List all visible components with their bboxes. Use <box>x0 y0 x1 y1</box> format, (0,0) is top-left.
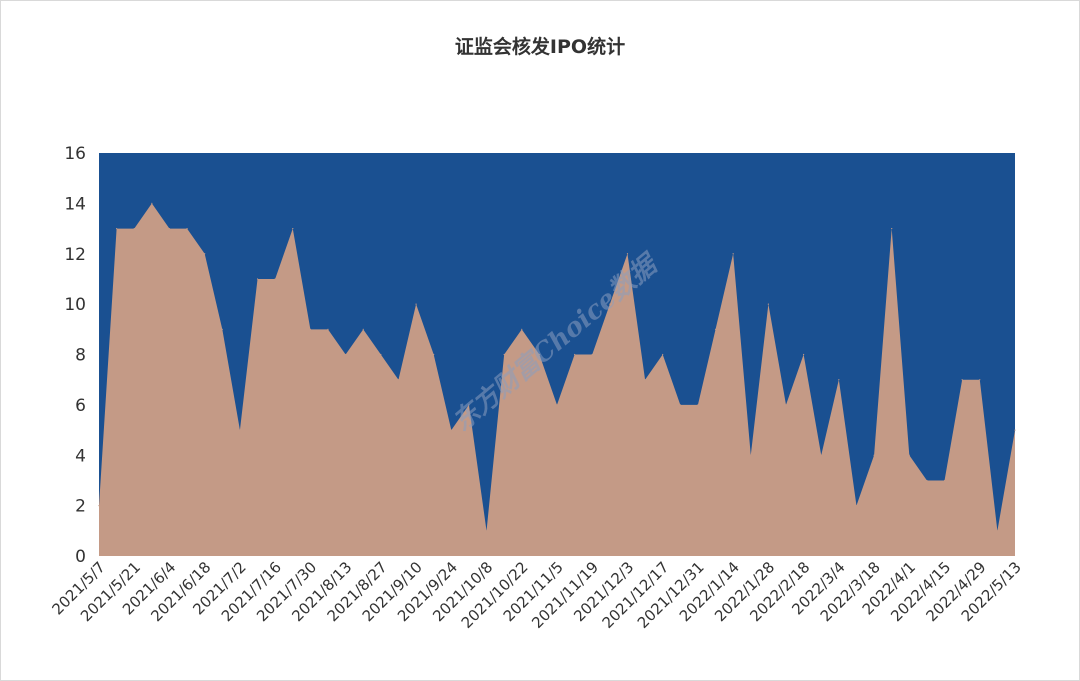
data-point <box>574 353 576 356</box>
y-tick-label: 12 <box>64 245 86 265</box>
data-point <box>485 530 488 532</box>
data-point <box>943 479 946 482</box>
data-point <box>98 505 100 507</box>
data-point <box>274 278 276 280</box>
data-point <box>538 353 540 356</box>
data-point <box>221 328 223 330</box>
data-point <box>256 278 259 280</box>
data-point <box>415 303 417 305</box>
data-point <box>961 379 963 381</box>
data-point <box>133 227 135 230</box>
data-point <box>926 479 928 482</box>
data-point <box>468 404 470 406</box>
data-point <box>891 227 893 230</box>
y-tick-label: 8 <box>75 346 86 366</box>
data-point <box>362 328 364 330</box>
data-point <box>767 303 769 305</box>
data-point <box>855 505 858 507</box>
data-point <box>292 227 294 230</box>
data-point <box>345 353 347 356</box>
data-point <box>626 253 629 255</box>
area-series-0 <box>99 203 1015 556</box>
data-point <box>503 353 505 356</box>
data-point <box>397 379 400 381</box>
data-point <box>732 253 734 255</box>
y-tick-label: 2 <box>75 497 86 517</box>
data-point <box>662 353 664 356</box>
data-point <box>679 404 681 406</box>
data-point <box>151 202 153 204</box>
data-point <box>239 429 241 431</box>
data-point <box>521 328 523 330</box>
data-point <box>750 454 752 456</box>
data-point <box>204 253 206 255</box>
data-point <box>380 353 382 356</box>
y-tick-label: 14 <box>64 194 86 214</box>
data-point <box>309 328 311 330</box>
data-point <box>838 379 840 381</box>
data-point <box>327 328 329 330</box>
data-point <box>591 353 593 356</box>
data-point <box>979 379 981 381</box>
data-point <box>644 379 646 381</box>
data-point <box>714 328 717 330</box>
data-point <box>168 227 171 230</box>
y-tick-label: 4 <box>75 446 86 466</box>
data-point <box>609 303 611 305</box>
data-point <box>697 404 699 406</box>
data-point <box>116 227 118 230</box>
data-point <box>873 454 875 456</box>
data-point <box>1014 429 1016 431</box>
y-tick-label: 10 <box>64 295 86 315</box>
y-tick-label: 0 <box>75 547 86 567</box>
data-point <box>820 454 822 456</box>
data-point <box>908 454 910 456</box>
data-point <box>556 404 558 406</box>
y-tick-label: 6 <box>75 396 86 416</box>
data-point <box>803 353 805 356</box>
data-point <box>450 429 452 431</box>
data-point <box>785 404 787 406</box>
data-point <box>996 530 998 532</box>
chart-title: 证监会核发IPO统计 <box>454 36 626 58</box>
y-tick-label: 16 <box>64 144 86 164</box>
data-point <box>186 227 188 230</box>
data-point <box>433 353 435 356</box>
